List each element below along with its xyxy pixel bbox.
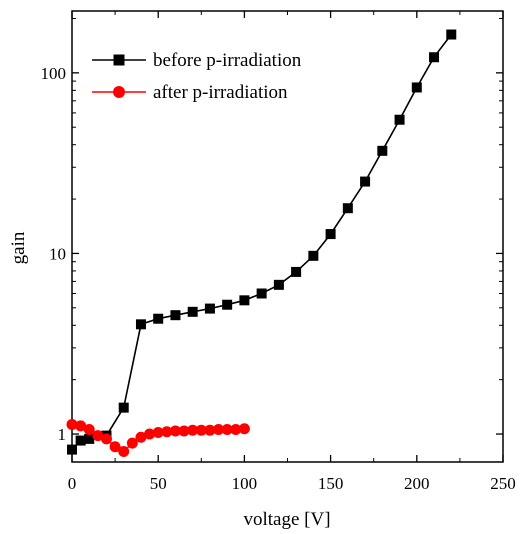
data-point	[170, 310, 181, 321]
data-point	[153, 313, 164, 324]
y-tick-label: 10	[49, 244, 66, 263]
data-point	[187, 306, 198, 317]
series-before	[67, 29, 457, 455]
data-point	[360, 176, 371, 187]
data-point	[161, 426, 173, 438]
data-point	[75, 420, 87, 432]
data-point	[152, 426, 164, 438]
x-tick-label: 0	[68, 474, 77, 493]
data-point	[118, 402, 129, 413]
data-point	[144, 428, 156, 440]
data-point	[204, 303, 215, 314]
data-point	[342, 203, 353, 214]
data-point	[135, 431, 147, 443]
data-point	[446, 29, 457, 40]
data-point	[222, 299, 233, 310]
y-axis-label: gain	[8, 231, 29, 264]
data-point	[411, 82, 422, 93]
data-point	[66, 418, 78, 430]
legend-marker	[113, 54, 125, 66]
data-point	[394, 114, 405, 125]
x-tick-label: 100	[232, 474, 258, 493]
data-point	[273, 279, 284, 290]
data-point	[238, 423, 250, 435]
data-point	[84, 433, 95, 444]
data-point	[109, 441, 121, 453]
legend-label: after p-irradiation	[153, 82, 288, 103]
data-point	[429, 52, 440, 63]
data-point	[221, 423, 233, 435]
data-point	[135, 319, 146, 330]
series-layer	[66, 29, 457, 458]
x-tick-label: 250	[490, 474, 516, 493]
data-point	[377, 145, 388, 156]
data-point	[118, 446, 130, 458]
data-point	[187, 424, 199, 436]
data-point	[92, 430, 104, 442]
data-point	[213, 423, 225, 435]
legend-marker	[113, 86, 125, 98]
plot-frame	[71, 10, 504, 463]
axis-ticks: 0 50 100 150 200 250 1 10 100	[41, 11, 516, 493]
x-tick-label: 200	[404, 474, 430, 493]
data-point	[195, 424, 207, 436]
data-point	[230, 423, 242, 435]
y-tick-label: 1	[58, 425, 67, 444]
data-point	[204, 424, 216, 436]
series-after	[66, 418, 250, 458]
data-point	[169, 425, 181, 437]
data-point	[291, 266, 302, 277]
data-point	[256, 288, 267, 299]
data-point	[178, 425, 190, 437]
data-point	[75, 435, 86, 446]
data-point	[67, 444, 77, 455]
legend-label: before p-irradiation	[153, 50, 302, 71]
legend: before p-irradiation after p-irradiation	[92, 50, 302, 103]
y-tick-label: 100	[41, 64, 67, 83]
data-point	[100, 433, 112, 445]
data-point	[308, 250, 319, 261]
x-tick-label: 50	[150, 474, 167, 493]
data-point	[83, 423, 95, 435]
data-point	[325, 229, 336, 240]
data-point	[126, 437, 138, 449]
data-point	[239, 295, 250, 306]
x-tick-label: 150	[318, 474, 344, 493]
x-axis-label: voltage [V]	[243, 509, 330, 530]
